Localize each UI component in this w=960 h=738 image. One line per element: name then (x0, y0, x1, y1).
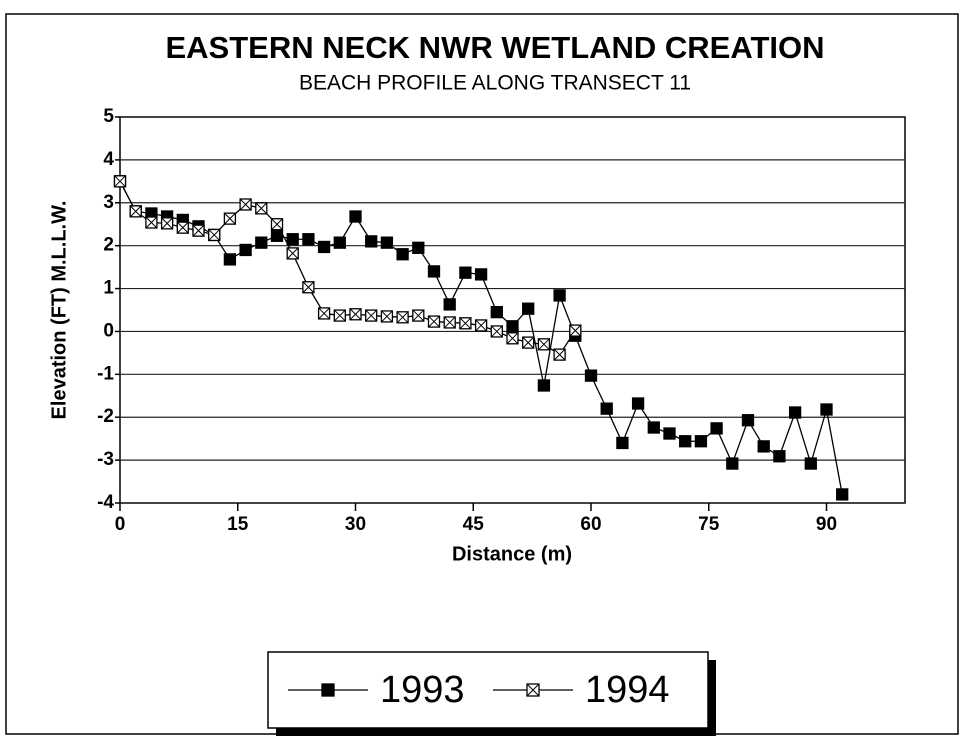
x-tick-label: 30 (345, 514, 366, 535)
marker (820, 403, 833, 416)
marker (255, 236, 268, 249)
marker (804, 457, 817, 470)
marker-cross (396, 311, 409, 324)
marker (616, 436, 629, 450)
marker-cross (129, 205, 142, 218)
y-axis-label: Elevation (FT) M.L.L.W. (48, 201, 70, 420)
marker-cross (553, 348, 566, 361)
marker-cross (208, 229, 221, 241)
y-tick-label: 3 (103, 192, 114, 213)
marker-cross (176, 221, 189, 234)
marker (506, 320, 519, 333)
marker-cross (271, 218, 283, 231)
x-tick-label: 60 (580, 514, 601, 535)
marker (443, 298, 456, 311)
plot-area (119, 116, 906, 504)
marker (396, 248, 409, 261)
marker (365, 235, 378, 248)
marker (631, 397, 645, 410)
marker (663, 427, 676, 440)
y-tick-label: -2 (97, 406, 114, 427)
x-tick-label: 75 (698, 514, 720, 535)
marker-cross (443, 316, 456, 329)
series-line (119, 181, 843, 495)
marker (412, 241, 425, 254)
marker-cross (145, 216, 158, 229)
marker (710, 422, 723, 435)
marker (380, 236, 394, 249)
marker (584, 369, 598, 382)
marker-cross (506, 332, 519, 345)
y-tick-label: -3 (97, 449, 114, 470)
marker (741, 414, 755, 427)
marker-cross (224, 212, 236, 225)
x-tick-label: 45 (463, 514, 485, 535)
marker-cross (538, 338, 550, 351)
marker (223, 253, 237, 266)
marker (600, 402, 613, 415)
y-tick-label: -4 (97, 492, 114, 513)
marker (773, 450, 786, 463)
marker (522, 302, 535, 315)
marker-cross (318, 307, 330, 320)
x-tick-label: 0 (115, 514, 126, 535)
marker (459, 266, 472, 279)
marker-cross (459, 317, 472, 330)
marker-cross (349, 308, 362, 321)
y-tick-label: 5 (103, 106, 114, 127)
marker (553, 289, 566, 302)
chart-subtitle: BEACH PROFILE ALONG TRANSECT 11 (299, 72, 691, 95)
marker (474, 268, 488, 281)
y-tick-label: -1 (97, 363, 114, 384)
legend-label: 1994 (585, 669, 670, 711)
marker-cross (526, 683, 540, 697)
marker-cross (302, 281, 315, 294)
x-tick-label: 90 (816, 514, 837, 535)
x-tick-label: 15 (227, 514, 249, 535)
marker (694, 435, 708, 448)
marker (349, 210, 362, 223)
marker (836, 488, 849, 501)
marker-cross (192, 224, 205, 237)
marker (757, 440, 770, 453)
marker (302, 233, 315, 246)
y-tick-label: 1 (103, 278, 114, 299)
marker (286, 233, 299, 246)
marker (333, 236, 346, 249)
marker-cross (412, 309, 425, 322)
marker-cross (114, 175, 126, 188)
marker-cross (490, 325, 503, 338)
y-tick-label: 2 (103, 235, 114, 256)
legend-label: 1993 (380, 669, 465, 711)
marker (537, 379, 551, 392)
x-axis-label: Distance (m) (452, 543, 572, 565)
marker (647, 421, 660, 434)
marker-cross (239, 198, 252, 211)
chart-title: EASTERN NECK NWR WETLAND CREATION (165, 30, 824, 65)
marker (788, 406, 802, 419)
marker-cross (161, 217, 173, 230)
marker (239, 243, 252, 257)
marker-cross (522, 336, 535, 349)
marker-cross (428, 315, 440, 328)
marker-cross (333, 309, 346, 322)
marker (317, 240, 331, 254)
marker-cross (475, 319, 487, 332)
marker-cross (255, 202, 268, 215)
marker (427, 265, 441, 278)
marker (726, 457, 739, 470)
marker-cross (381, 310, 393, 323)
legend-marker (321, 683, 335, 697)
y-tick-label: 0 (103, 320, 114, 341)
marker-cross (286, 247, 299, 260)
marker (679, 435, 692, 448)
marker (270, 229, 284, 242)
marker-cross (365, 309, 378, 322)
y-tick-label: 4 (103, 149, 114, 170)
marker (490, 305, 503, 319)
marker-cross (569, 324, 582, 337)
